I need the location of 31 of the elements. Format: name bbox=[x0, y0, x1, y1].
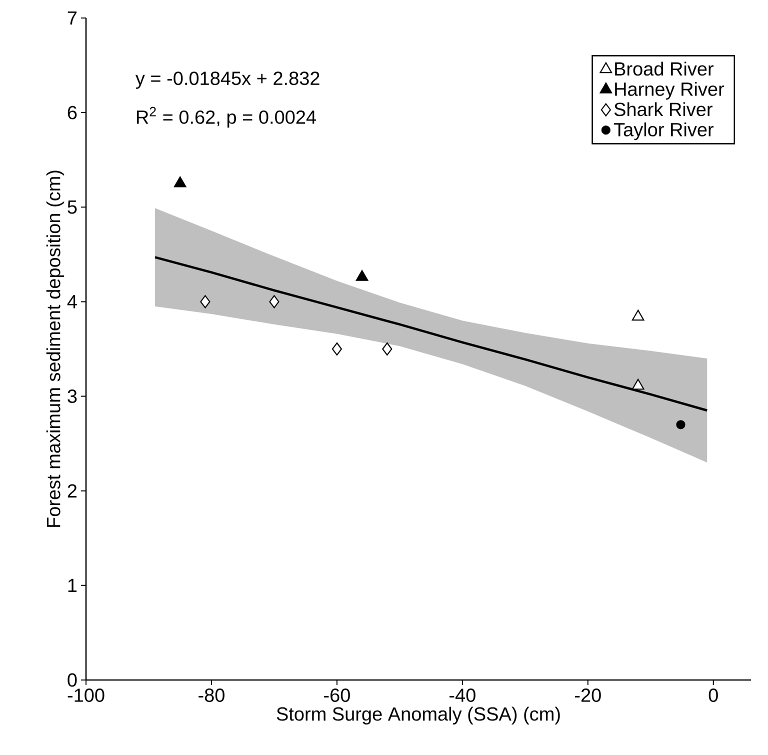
y-tick-label: 7 bbox=[68, 11, 77, 25]
point bbox=[356, 270, 368, 281]
x-tick-label: -80 bbox=[198, 688, 224, 702]
legend-label: Harney River bbox=[615, 82, 724, 100]
y-axis-title: Forest maximum sediment deposition (cm) bbox=[46, 170, 64, 527]
legend-label: Taylor River bbox=[614, 122, 714, 140]
y-tick-label: 2 bbox=[68, 484, 77, 498]
y-tick-label: 0 bbox=[68, 673, 77, 687]
y-tick-label: 3 bbox=[68, 390, 77, 403]
point bbox=[332, 342, 342, 356]
annotation: y = -0.01845x + 2.832 bbox=[135, 72, 320, 89]
x-tick-label: 0 bbox=[708, 688, 718, 702]
x-tick-label: -60 bbox=[324, 688, 350, 702]
legend-label: Broad River bbox=[615, 62, 714, 76]
point bbox=[200, 295, 210, 308]
y-tick-label: 6 bbox=[68, 106, 77, 120]
line-series bbox=[154, 256, 708, 412]
x-axis-title: Storm Surge Anomaly (SSA) (cm) bbox=[276, 706, 560, 724]
y-tick-label: 5 bbox=[68, 200, 77, 214]
annotation: R$^{2}$ = 0.62, p = 0.0024 bbox=[136, 106, 316, 128]
point bbox=[174, 176, 186, 188]
point bbox=[632, 310, 644, 321]
x-tick-label: -100 bbox=[68, 688, 104, 702]
y-tick-label: 1 bbox=[68, 578, 77, 592]
y-tick-label: 4 bbox=[67, 295, 77, 308]
legend-label: Shark River bbox=[614, 102, 712, 116]
point bbox=[269, 295, 280, 308]
point bbox=[676, 420, 686, 430]
x-tick-label: -40 bbox=[450, 688, 476, 702]
x-tick-label: -20 bbox=[575, 688, 601, 702]
point bbox=[382, 342, 392, 356]
